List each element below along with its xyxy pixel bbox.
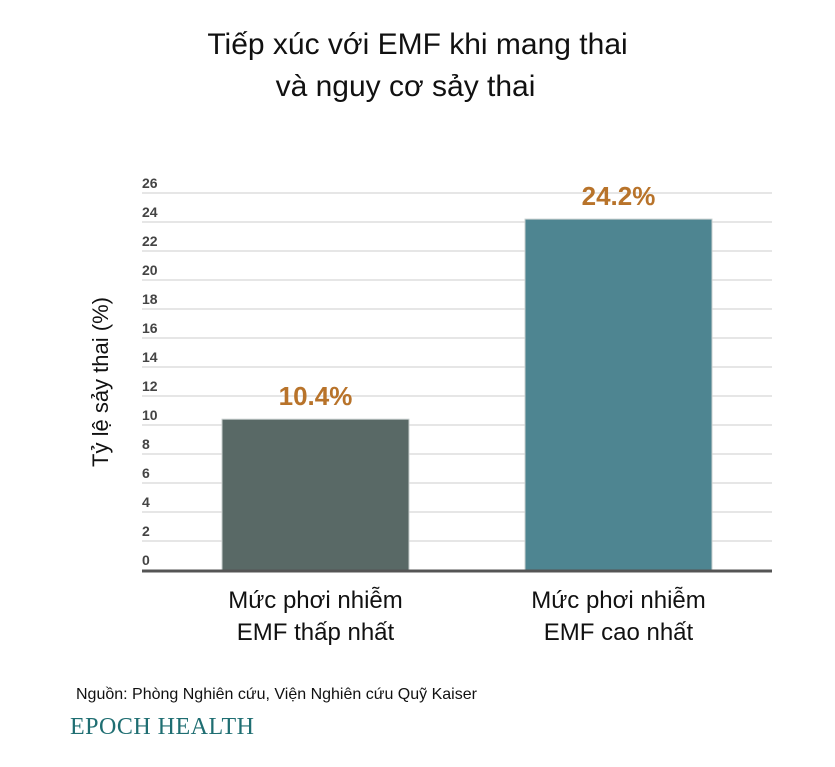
x-tick-label: EMF cao nhất <box>544 619 694 646</box>
x-tick-label: EMF thấp nhất <box>237 619 395 646</box>
y-tick-label: 18 <box>142 291 158 307</box>
data-label: 10.4% <box>279 381 353 411</box>
y-tick-label: 12 <box>142 378 158 394</box>
y-axis-label: Tỷ lệ sảy thai (%) <box>88 297 113 467</box>
y-tick-label: 14 <box>142 349 158 365</box>
chart-title-line2: và nguy cơ sảy thai <box>275 70 536 103</box>
y-tick-label: 6 <box>142 465 150 481</box>
x-tick-label: Mức phơi nhiễm <box>228 587 403 614</box>
y-tick-label: 2 <box>142 523 150 539</box>
y-tick-label: 8 <box>142 436 150 452</box>
source-note: Nguồn: Phòng Nghiên cứu, Viện Nghiên cứu… <box>76 686 477 703</box>
x-tick-label: Mức phơi nhiễm <box>531 587 706 614</box>
y-tick-label: 26 <box>142 175 158 191</box>
y-tick-label: 10 <box>142 407 158 423</box>
bar <box>221 418 410 571</box>
y-tick-label: 20 <box>142 262 158 278</box>
y-tick-label: 0 <box>142 552 150 568</box>
y-tick-label: 24 <box>142 204 158 220</box>
bar <box>524 218 713 571</box>
y-tick-label: 22 <box>142 233 158 249</box>
y-tick-label: 16 <box>142 320 158 336</box>
data-label: 24.2% <box>582 181 656 211</box>
y-tick-label: 4 <box>142 494 150 510</box>
epoch-health-logo: EPOCH HEALTH <box>70 714 255 740</box>
chart-title-line1: Tiếp xúc với EMF khi mang thai <box>207 28 628 61</box>
